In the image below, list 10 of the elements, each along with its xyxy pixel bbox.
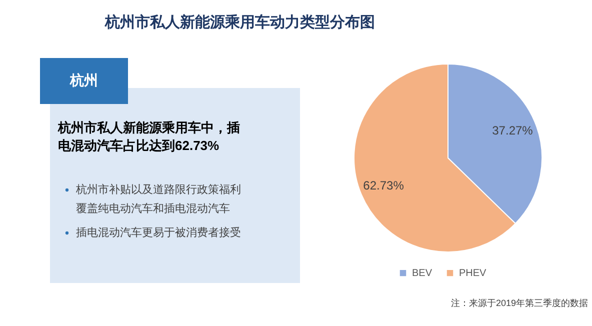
text: 杭州市补贴以及道路限行政策福利覆盖纯电动汽车和插电混动汽车 [75,183,241,215]
text: 插电混动汽车更易于被消费者接受 [76,226,241,239]
text: 杭州 [69,72,98,88]
chart-title: 杭州市私人新能源乘用车动力类型分布图 [104,13,375,31]
legend-label: PHEV [459,268,487,280]
data-label: 37.27% [492,124,534,138]
legend-label: BEV [412,268,432,280]
data-label: 62.73% [363,178,404,192]
text: 注：来源于2019年第三季度的数据 [450,298,588,308]
text: 杭州市私人新能源乘用车中，插电混动汽车占比达到62.73% [57,120,240,153]
